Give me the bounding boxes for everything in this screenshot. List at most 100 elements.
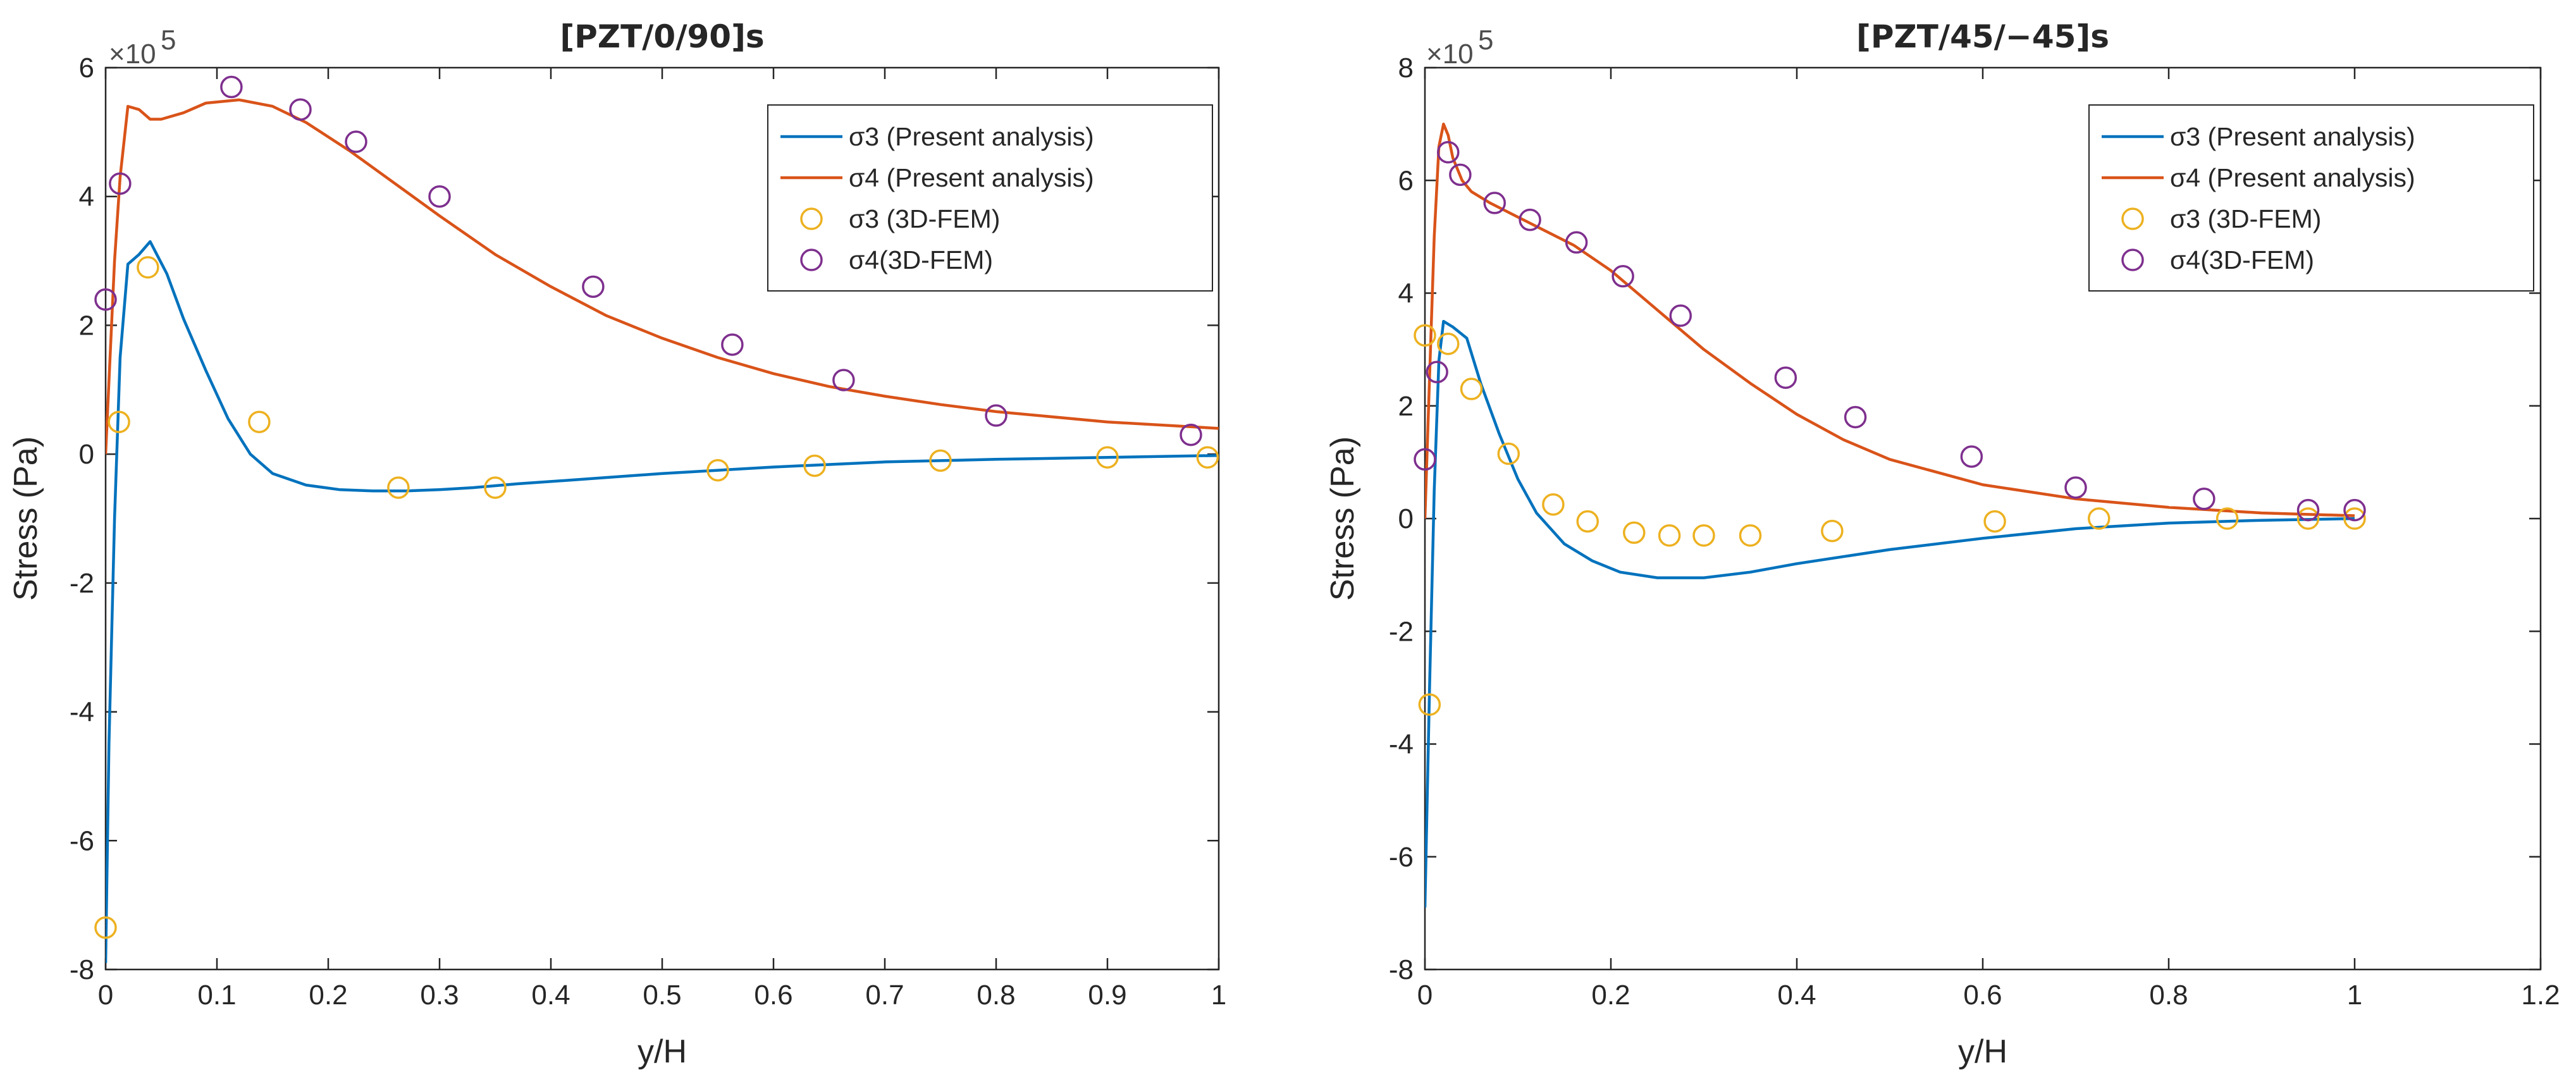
data-point-3: [220, 75, 243, 99]
data-point-3: [985, 404, 1008, 427]
data-point-3: [832, 369, 855, 391]
x-tick-label: 1: [1211, 980, 1226, 1011]
data-point-3: [1612, 265, 1634, 288]
data-point-2: [2088, 507, 2111, 530]
legend-marker-swatch-2: [2121, 207, 2144, 230]
legend-entry-1: σ4 (Present analysis): [849, 163, 1094, 192]
x-tick-label: 0.6: [754, 980, 792, 1011]
legend-entry-3: σ4(3D-FEM): [2170, 245, 2314, 274]
legend-entry-3: σ4(3D-FEM): [849, 245, 993, 274]
data-point-2: [2296, 507, 2320, 530]
data-point-2: [1437, 332, 1460, 355]
x-tick-label: 0.7: [865, 980, 904, 1011]
x-tick-label: 0.4: [1777, 980, 1816, 1011]
data-point-3: [1426, 360, 1448, 384]
legend-entry-2: σ3 (3D-FEM): [849, 204, 1000, 233]
data-point-2: [137, 256, 159, 279]
y-tick-label: -4: [1389, 729, 1414, 760]
data-point-3: [109, 172, 132, 195]
y-tick-label: -8: [70, 954, 94, 985]
y-tick-label: 4: [1398, 278, 1414, 309]
x-tick-label: 0.3: [420, 980, 459, 1011]
x-tick-label: 0.8: [977, 980, 1015, 1011]
y-tick-label: -2: [1389, 616, 1414, 647]
data-point-2: [108, 410, 130, 433]
x-tick-label: 1: [2347, 980, 2362, 1011]
y-tick-label: -2: [70, 568, 94, 599]
data-point-2: [803, 454, 826, 477]
data-point-2: [248, 410, 271, 433]
data-point-2: [1821, 519, 1844, 543]
data-point-3: [1180, 423, 1202, 446]
y-axis-label: Stress (Pa): [1324, 436, 1361, 601]
data-point-2: [1983, 510, 2006, 533]
data-point-3: [1774, 366, 1797, 389]
x-tick-label: 0.2: [309, 980, 347, 1011]
y-tick-label: 2: [1398, 391, 1414, 422]
series-line-1: [106, 98, 1219, 455]
x-axis-label: y/H: [1958, 1033, 2007, 1070]
legend-marker-swatch-2: [800, 207, 823, 230]
data-point-3: [1483, 192, 1506, 214]
data-point-2: [1739, 524, 1762, 547]
x-tick-label: 0.4: [531, 980, 570, 1011]
legend-entry-0: σ3 (Present analysis): [849, 122, 1094, 151]
y-tick-label: 6: [79, 52, 94, 83]
series-line-0: [1425, 319, 2355, 908]
legend-entry-2: σ3 (3D-FEM): [2170, 204, 2321, 233]
data-point-3: [1414, 448, 1436, 471]
data-point-3: [721, 333, 744, 356]
data-point-2: [706, 458, 729, 482]
data-point-2: [387, 476, 410, 499]
data-point-3: [2193, 488, 2215, 510]
chart-panel-right: 0 0.2 0.4 0.6 0.8 1 1.2 -8 -6 -4 -2 0 2 4 6 8 [PZT/45/−4…: [1324, 18, 2560, 1070]
x-tick-label: 0.2: [1591, 980, 1630, 1011]
x-tick-label: 0.8: [2149, 980, 2188, 1011]
x-tick-label: 0: [1417, 980, 1433, 1011]
y-tick-label: 0: [79, 439, 94, 470]
data-point-2: [1096, 446, 1119, 469]
chart-title: [PZT/45/−45]s: [1856, 18, 2109, 55]
data-point-2: [2343, 507, 2366, 530]
x-tick-label: 0.5: [643, 980, 681, 1011]
data-point-2: [1576, 510, 1599, 533]
data-point-2: [1414, 324, 1436, 347]
data-point-3: [345, 130, 367, 153]
x-axis-label: y/H: [638, 1033, 687, 1070]
data-point-3: [94, 288, 117, 311]
data-point-3: [1669, 304, 1692, 327]
series-line-0: [106, 240, 1219, 963]
data-point-2: [2215, 507, 2239, 530]
data-point-2: [94, 916, 117, 939]
axis-multiplier: ×10: [109, 39, 156, 70]
data-point-2: [1196, 446, 1219, 469]
data-point-2: [929, 449, 952, 472]
y-tick-label: -4: [70, 697, 94, 728]
y-axis-label: Stress (Pa): [8, 436, 44, 601]
x-tick-label: 0.1: [197, 980, 236, 1011]
y-tick-label: 6: [1398, 165, 1414, 196]
data-point-3: [1449, 163, 1472, 187]
y-tick-label: -8: [1389, 954, 1414, 985]
data-point-3: [1565, 231, 1588, 254]
data-point-3: [2343, 498, 2366, 522]
data-point-2: [484, 476, 507, 499]
data-point-3: [428, 185, 451, 208]
x-tick-label: 0.6: [1963, 980, 2002, 1011]
series-line-1: [1425, 122, 2355, 519]
legend-entry-0: σ3 (Present analysis): [2170, 122, 2415, 151]
data-point-3: [1960, 445, 1983, 468]
data-point-3: [1844, 405, 1867, 429]
axis-multiplier-exponent: 5: [161, 25, 176, 56]
chart-panel-left: 0 0.1 0.2 0.3 0.4 0.5 0.6 0.7 0.8 0.9 1 -8 -6 -4 -2 0 2 4…: [8, 18, 1226, 1070]
chart-title: [PZT/0/90]s: [560, 18, 764, 55]
data-point-3: [1519, 208, 1541, 231]
data-point-2: [1692, 524, 1715, 547]
data-point-2: [1542, 493, 1565, 516]
x-tick-label: 0: [98, 980, 113, 1011]
x-tick-label: 1.2: [2521, 980, 2560, 1011]
legend-entry-1: σ4 (Present analysis): [2170, 163, 2415, 192]
legend-marker-swatch-3: [800, 249, 823, 271]
y-tick-label: 4: [79, 182, 94, 212]
